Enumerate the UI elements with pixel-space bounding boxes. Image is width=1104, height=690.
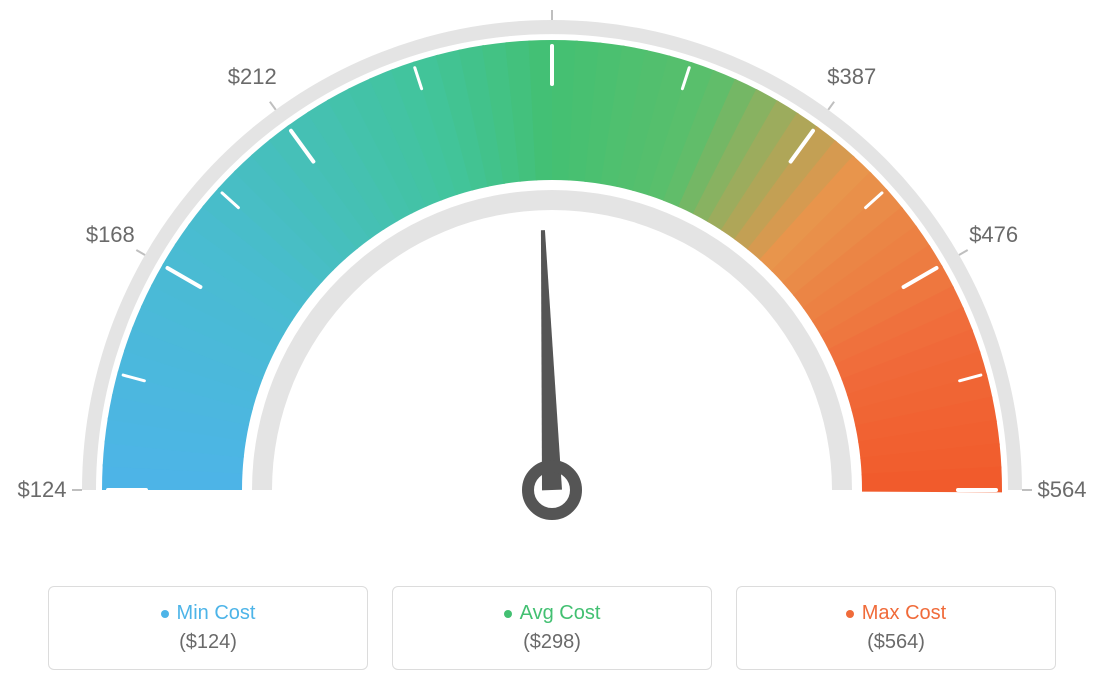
gauge-tick-label: $168 bbox=[86, 222, 135, 248]
legend-value-avg: ($298) bbox=[523, 631, 581, 654]
gauge-tick-label: $476 bbox=[969, 222, 1018, 248]
gauge-tick-label: $564 bbox=[1038, 477, 1087, 503]
gauge-chart: $124$168$212$298$387$476$564 bbox=[0, 0, 1104, 560]
legend-label-max: Max Cost bbox=[862, 602, 946, 625]
gauge-tick-label: $387 bbox=[827, 64, 876, 90]
legend-row: Min Cost ($124) Avg Cost ($298) Max Cost… bbox=[0, 586, 1104, 670]
gauge-tick-label: $124 bbox=[18, 477, 67, 503]
gauge-svg bbox=[0, 0, 1104, 560]
legend-card-min: Min Cost ($124) bbox=[48, 586, 368, 670]
legend-label-line: Avg Cost bbox=[504, 602, 601, 625]
legend-value-min: ($124) bbox=[179, 631, 237, 654]
legend-label-avg: Avg Cost bbox=[520, 602, 601, 625]
legend-label-min: Min Cost bbox=[177, 602, 256, 625]
legend-label-line: Min Cost bbox=[161, 602, 256, 625]
gauge-tick-label: $212 bbox=[228, 64, 277, 90]
legend-value-max: ($564) bbox=[867, 631, 925, 654]
legend-dot-max bbox=[846, 610, 854, 618]
legend-card-max: Max Cost ($564) bbox=[736, 586, 1056, 670]
legend-label-line: Max Cost bbox=[846, 602, 946, 625]
legend-card-avg: Avg Cost ($298) bbox=[392, 586, 712, 670]
legend-dot-avg bbox=[504, 610, 512, 618]
legend-dot-min bbox=[161, 610, 169, 618]
